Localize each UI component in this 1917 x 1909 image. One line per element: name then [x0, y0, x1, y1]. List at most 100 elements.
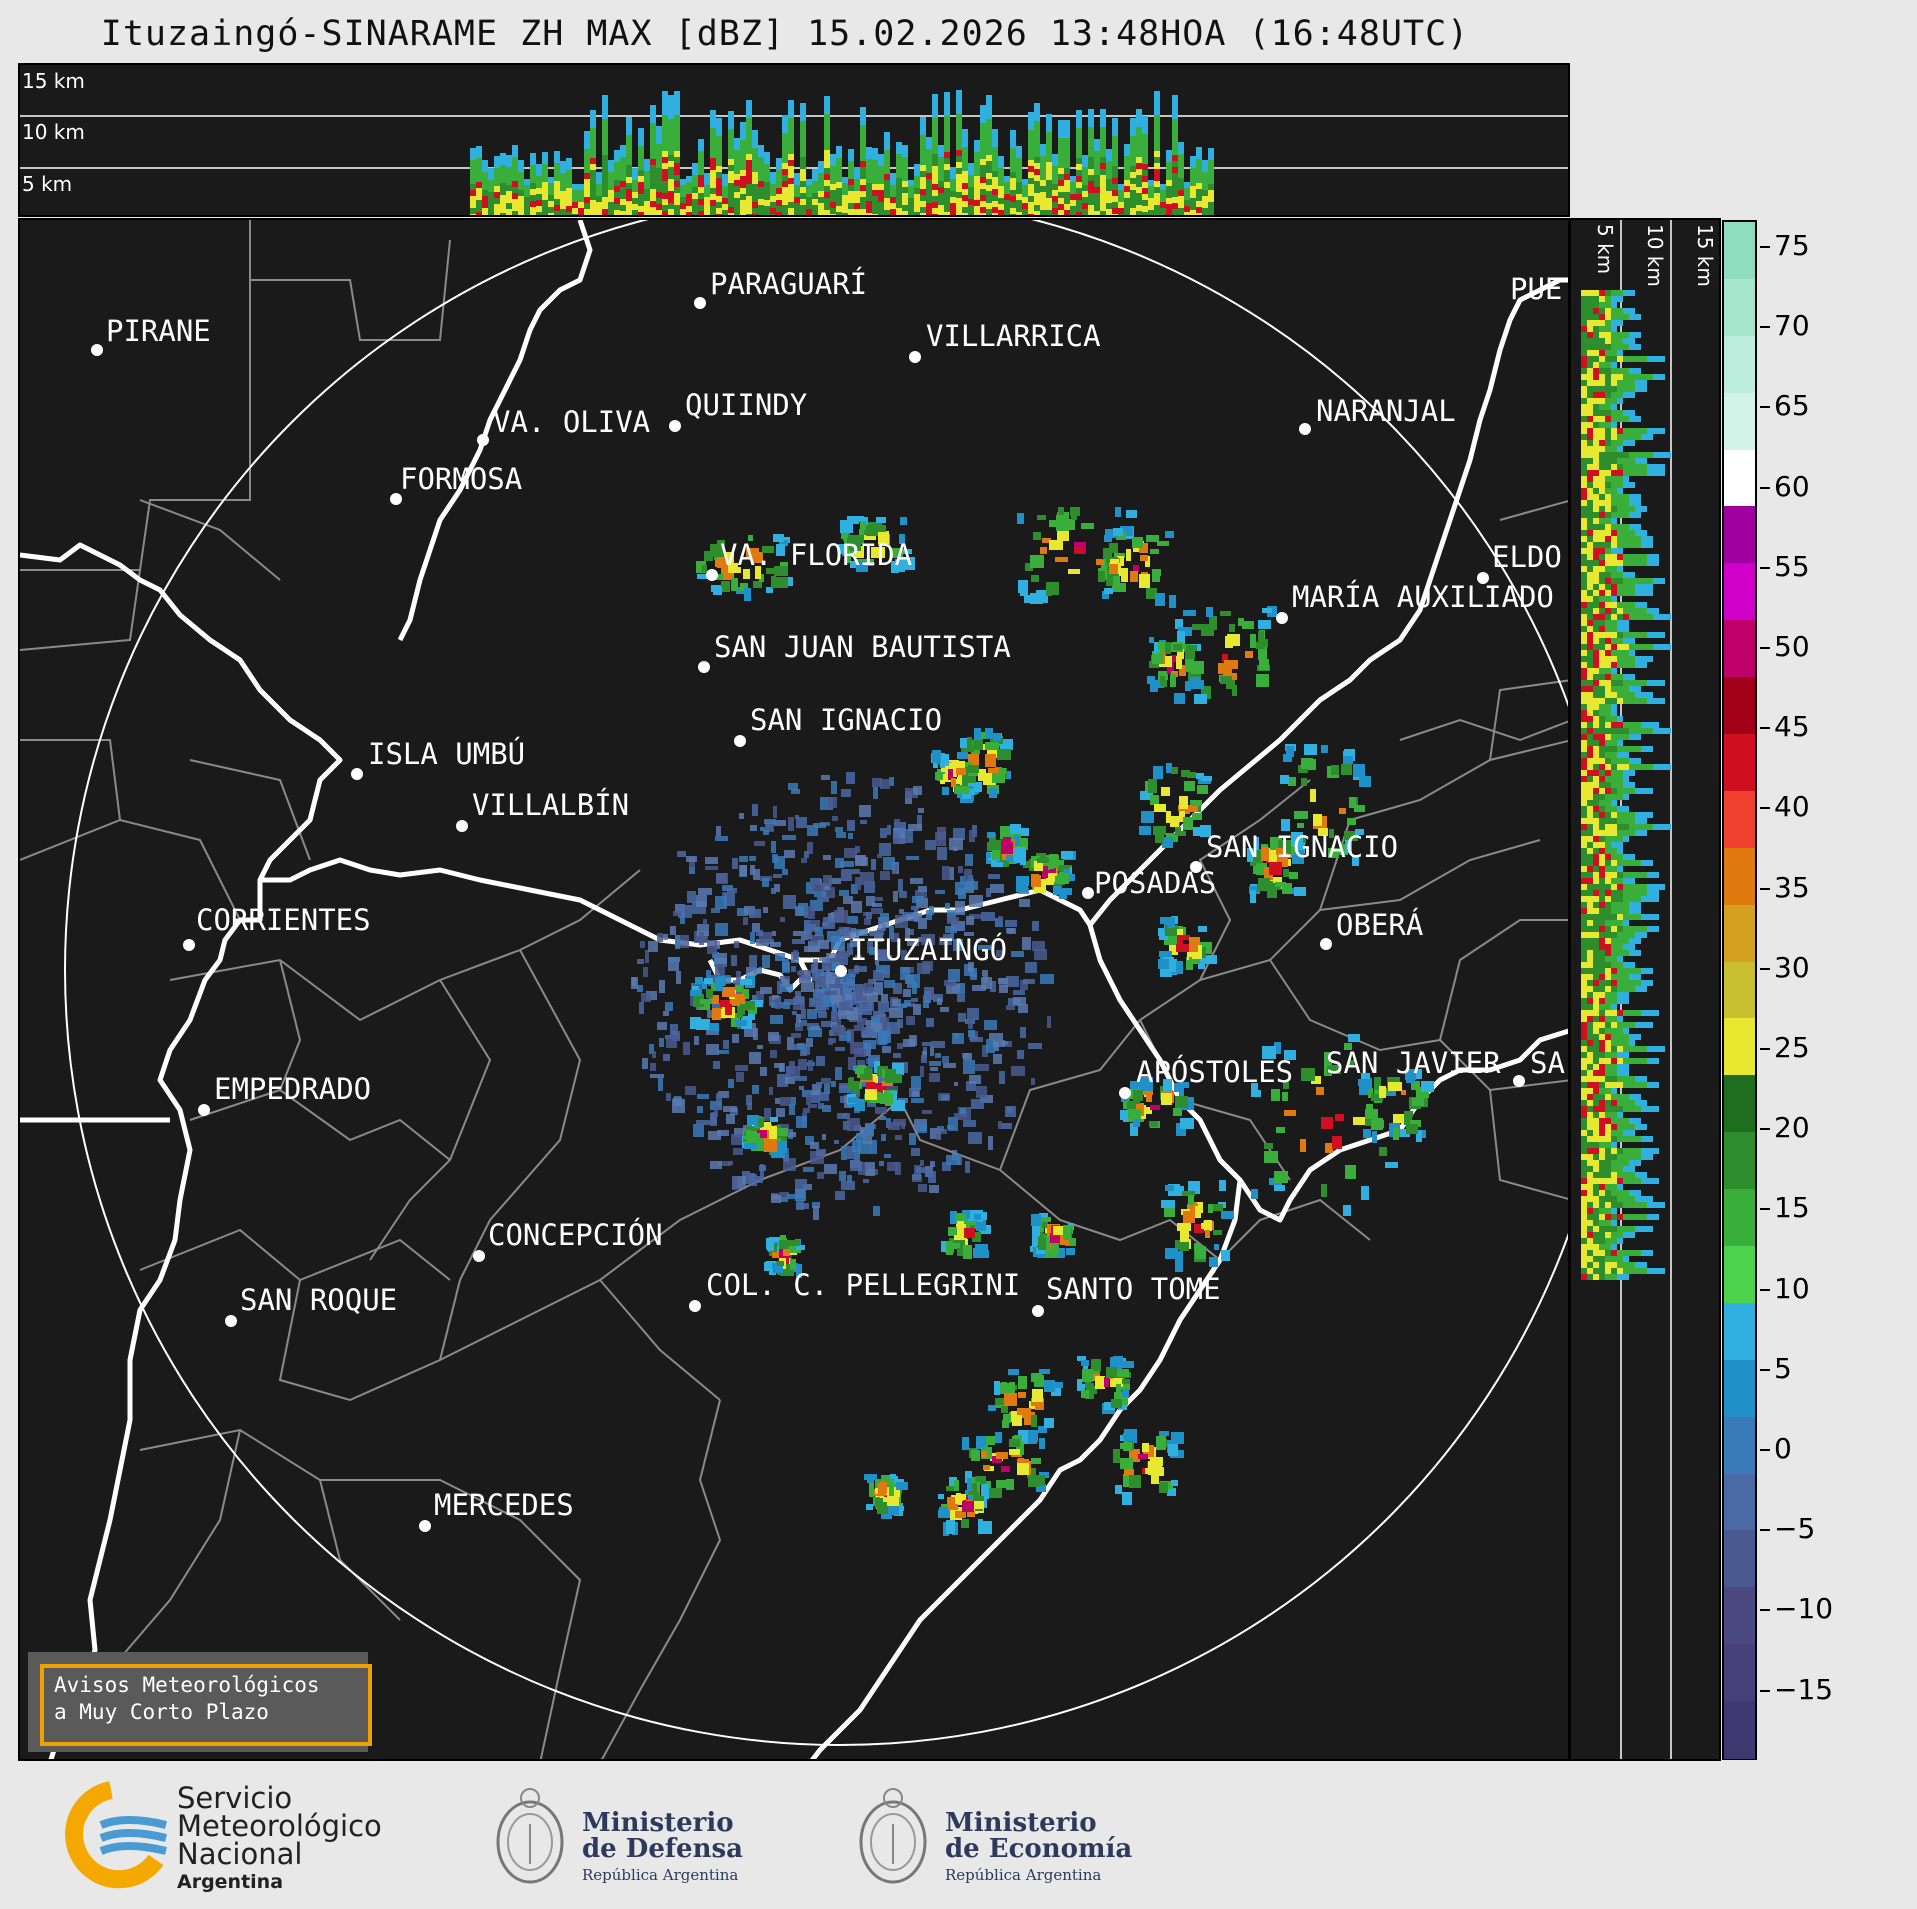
clutter-pixel: [822, 887, 835, 898]
clutter-pixel: [988, 874, 1000, 879]
clutter-pixel: [720, 975, 731, 984]
top-echo-pixel: [572, 214, 578, 215]
clutter-pixel: [943, 934, 954, 941]
echo-pixel: [986, 853, 994, 858]
side-echo-pixel: [1599, 716, 1605, 722]
side-echo-pixel: [1623, 770, 1629, 776]
warning-label[interactable]: Avisos Meteorológicos a Muy Corto Plazo: [40, 1664, 372, 1746]
top-echo-pixel: [506, 161, 512, 167]
top-echo-pixel: [1028, 190, 1034, 196]
top-echo-pixel: [734, 198, 740, 204]
echo-pixel: [987, 747, 993, 760]
top-echo-pixel: [1046, 156, 1052, 162]
top-echo-pixel: [512, 157, 518, 163]
clutter-pixel: [798, 903, 808, 915]
clutter-pixel: [690, 996, 694, 1006]
side-echo-pixel: [1605, 518, 1611, 524]
top-echo-pixel: [470, 172, 476, 178]
clutter-pixel: [657, 933, 663, 942]
side-echo-pixel: [1641, 746, 1647, 752]
echo-pixel: [1379, 1086, 1386, 1098]
side-echo-pixel: [1617, 740, 1623, 746]
top-echo-pixel: [1028, 178, 1034, 184]
top-echo-pixel: [740, 134, 746, 140]
side-echo-pixel: [1593, 302, 1599, 308]
top-echo-pixel: [620, 187, 626, 193]
san-vicente-dot: [1513, 1075, 1525, 1087]
top-echo-pixel: [1166, 210, 1172, 215]
side-echo-pixel: [1605, 332, 1611, 338]
top-echo-pixel: [530, 213, 536, 215]
clutter-pixel: [750, 865, 755, 875]
clutter-pixel: [955, 901, 965, 915]
echo-pixel: [759, 574, 764, 582]
echo-pixel: [735, 1020, 747, 1026]
top-echo-pixel: [770, 184, 776, 190]
echo-pixel: [1327, 1065, 1341, 1074]
side-echo-pixel: [1629, 722, 1635, 728]
top-echo-pixel: [836, 164, 842, 170]
side-echo-pixel: [1587, 710, 1593, 716]
top-echo-pixel: [896, 202, 902, 208]
top-echo-pixel: [980, 195, 986, 201]
top-echo-pixel: [1046, 132, 1052, 138]
top-echo-pixel: [1106, 185, 1112, 191]
side-echo-pixel: [1611, 356, 1617, 362]
side-echo-pixel: [1581, 866, 1587, 872]
side-echo-pixel: [1599, 854, 1605, 860]
echo-pixel: [1113, 576, 1120, 583]
clutter-pixel: [935, 1053, 941, 1058]
clutter-pixel: [802, 1045, 810, 1055]
side-echo-pixel: [1635, 356, 1641, 362]
warning-box[interactable]: Avisos Meteorológicos a Muy Corto Plazo: [28, 1652, 372, 1752]
echo-pixel: [1129, 1475, 1141, 1488]
top-echo-pixel: [932, 148, 938, 154]
top-echo-pixel: [986, 179, 992, 185]
top-echo-pixel: [884, 144, 890, 150]
clutter-pixel: [749, 1052, 761, 1064]
clutter-pixel: [642, 1058, 648, 1069]
side-echo-pixel: [1611, 1022, 1617, 1028]
echo-pixel: [1186, 945, 1198, 952]
side-echo-pixel: [1599, 614, 1605, 620]
top-echo-pixel: [476, 182, 482, 188]
clutter-pixel: [874, 897, 883, 901]
side-echo-pixel: [1629, 584, 1635, 590]
top-echo-pixel: [1106, 191, 1112, 197]
side-echo-pixel: [1593, 992, 1599, 998]
top-echo-pixel: [1034, 103, 1040, 109]
side-echo-pixel: [1617, 1028, 1623, 1034]
side-echo-pixel: [1629, 884, 1635, 890]
top-echo-pixel: [578, 190, 584, 196]
top-echo-pixel: [740, 188, 746, 194]
side-echo-pixel: [1599, 506, 1605, 512]
side-echo-pixel: [1593, 434, 1599, 440]
top-echo-pixel: [518, 196, 524, 202]
side-echo-pixel: [1593, 572, 1599, 578]
top-echo-pixel: [848, 209, 854, 215]
side-echo-pixel: [1587, 914, 1593, 920]
top-echo-pixel: [668, 197, 674, 203]
echo-pixel: [1211, 1204, 1223, 1211]
top-echo-pixel: [692, 205, 698, 211]
top-echo-pixel: [992, 183, 998, 189]
top-echo-pixel: [956, 126, 962, 132]
side-echo-pixel: [1617, 626, 1623, 632]
echo-pixel: [789, 1240, 800, 1246]
clutter-pixel: [809, 998, 815, 1007]
side-echo-pixel: [1581, 344, 1587, 350]
side-echo-pixel: [1599, 662, 1605, 668]
side-echo-pixel: [1605, 572, 1611, 578]
top-echo-pixel: [998, 162, 1004, 168]
clutter-pixel: [1025, 962, 1037, 973]
echo-pixel: [1388, 1082, 1402, 1091]
top-echo-pixel: [872, 178, 878, 184]
top-echo-pixel: [1076, 122, 1082, 128]
side-echo-pixel: [1599, 800, 1605, 806]
top-echo-pixel: [926, 179, 932, 185]
radar-map-panel[interactable]: PIRANE PARAGUARÍ VILLARRICA VA. OLIVA QU…: [18, 218, 1570, 1761]
top-echo-pixel: [1184, 200, 1190, 206]
side-echo-pixel: [1617, 980, 1623, 986]
clutter-pixel: [975, 1064, 989, 1071]
top-echo-pixel: [836, 200, 842, 206]
